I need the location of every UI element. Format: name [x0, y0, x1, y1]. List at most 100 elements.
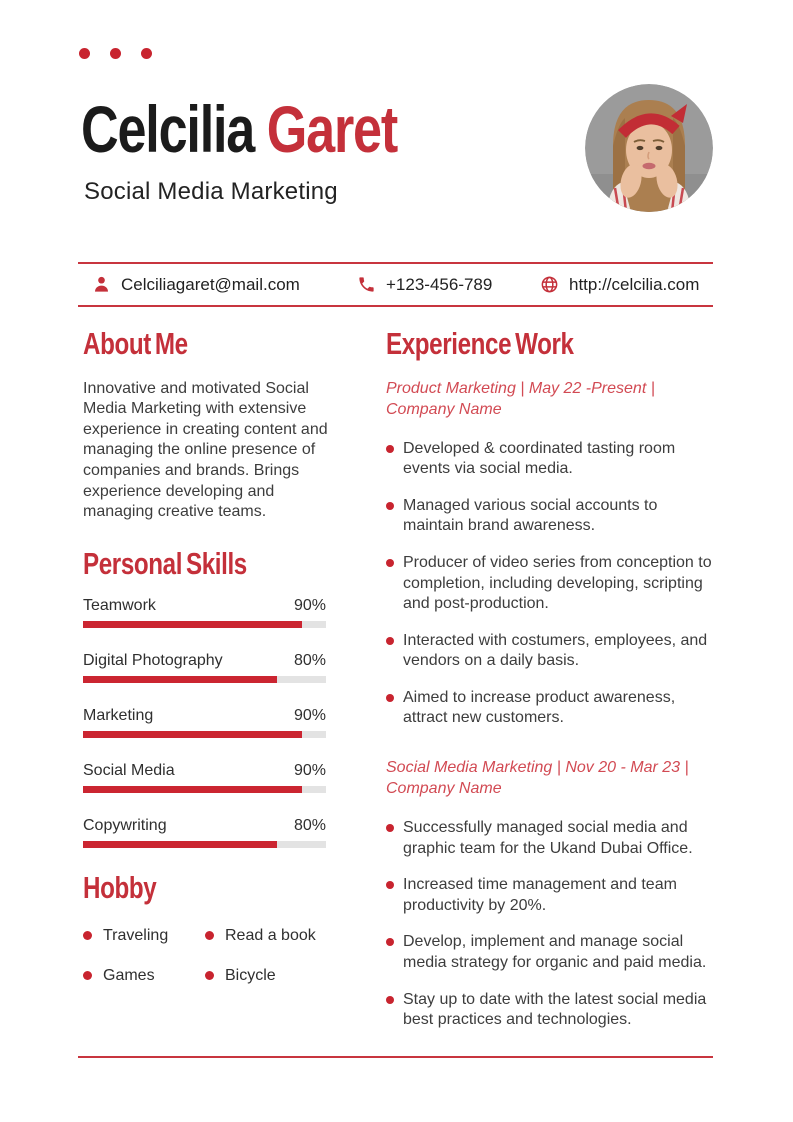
skill-bar-track	[83, 841, 326, 849]
dot-icon	[141, 48, 152, 59]
skill-percent: 90%	[293, 597, 326, 615]
contact-phone: +123-456-789	[357, 264, 492, 305]
skill-row: Marketing 90%	[83, 707, 328, 739]
bullet-dot-icon	[386, 938, 394, 947]
skill-bar-fill	[83, 621, 302, 629]
bullet-text: Managed various social accounts to maint…	[403, 496, 658, 535]
skill-bar-fill	[83, 786, 302, 794]
person-icon	[95, 276, 108, 292]
skill-label: Digital Photography	[83, 652, 223, 670]
globe-icon	[541, 276, 558, 293]
about-title: About Me	[83, 326, 188, 361]
skill-row: Digital Photography 80%	[83, 652, 328, 684]
bullet-item: Interacted with costumers, employees, an…	[386, 631, 726, 672]
bullet-text: Stay up to date with the latest social m…	[403, 990, 707, 1029]
bullet-dot-icon	[83, 971, 92, 981]
skill-bar-fill	[83, 676, 278, 684]
experience-title: Experience Work	[386, 326, 574, 361]
bullet-item: Developed & coordinated tasting room eve…	[386, 439, 726, 480]
name-last: Garet	[266, 92, 398, 166]
skill-percent: 90%	[293, 762, 326, 780]
hobby-label: Bicycle	[225, 966, 276, 984]
skill-bar-track	[83, 621, 326, 629]
skill-row: Teamwork 90%	[83, 597, 328, 629]
bullet-dot-icon	[83, 931, 92, 941]
skill-row: Social Media 90%	[83, 762, 328, 794]
bullet-text: Interacted with costumers, employees, an…	[403, 631, 708, 670]
job-section: Product Marketing | May 22 -Present | Co…	[386, 378, 726, 730]
skill-bar-track	[83, 676, 326, 684]
bullet-dot-icon	[205, 971, 214, 981]
bullet-dot-icon	[386, 881, 394, 890]
skill-label: Teamwork	[83, 597, 156, 615]
bullet-dot-icon	[205, 931, 214, 941]
job-bullet-list: Successfully managed social media and gr…	[386, 818, 726, 1031]
contact-phone-text[interactable]: +123-456-789	[386, 274, 493, 294]
job-heading: Product Marketing | May 22 -Present | Co…	[386, 379, 655, 418]
skill-percent: 80%	[293, 652, 326, 670]
hobby-item: Traveling	[83, 927, 205, 945]
bullet-text: Developed & coordinated tasting room eve…	[403, 439, 676, 478]
skill-label: Copywriting	[83, 817, 167, 835]
bullet-dot-icon	[386, 824, 394, 833]
job-subtitle: Social Media Marketing	[84, 178, 338, 205]
job-bullet-list: Developed & coordinated tasting room eve…	[386, 439, 726, 730]
content-columns: About Me Innovative and motivated Social…	[0, 306, 793, 1056]
bullet-text: Increased time management and team produ…	[403, 876, 677, 914]
bullet-item: Aimed to increase product awareness, att…	[386, 688, 726, 729]
bullet-dot-icon	[386, 995, 394, 1004]
contact-bar: Celciliagaret@mail.com +123-456-789 http…	[78, 262, 713, 307]
bullet-item: Develop, implement and manage social med…	[386, 932, 726, 973]
skill-label: Social Media	[83, 762, 175, 780]
hobby-item: Games	[83, 967, 205, 985]
page-title: Celcilia Garet	[81, 96, 398, 162]
avatar	[585, 84, 713, 212]
dot-icon	[79, 48, 90, 59]
skill-bar-track	[83, 731, 326, 739]
contact-email-text[interactable]: Celciliagaret@mail.com	[121, 274, 300, 294]
name-first: Celcilia	[81, 92, 255, 166]
bullet-text: Producer of video series from conception…	[403, 553, 712, 613]
skill-label: Marketing	[83, 707, 154, 725]
hobby-title: Hobby	[83, 870, 157, 906]
bullet-text: Successfully managed social media and gr…	[403, 819, 693, 857]
hobby-item: Bicycle	[205, 967, 328, 985]
dot-icon	[110, 48, 121, 59]
hobby-label: Traveling	[103, 926, 169, 944]
job-heading: Social Media Marketing | Nov 20 - Mar 23…	[386, 759, 689, 798]
contact-website: http://celcilia.com	[540, 264, 699, 305]
bullet-dot-icon	[386, 636, 394, 645]
skill-bar-fill	[83, 841, 278, 849]
bullet-item: Managed various social accounts to maint…	[386, 496, 726, 537]
left-column: About Me Innovative and motivated Social…	[0, 306, 356, 1056]
avatar-illustration	[585, 84, 713, 212]
bullet-item: Stay up to date with the latest social m…	[386, 990, 726, 1031]
skill-row: Copywriting 80%	[83, 817, 328, 849]
bullet-item: Producer of video series from conception…	[386, 553, 726, 615]
hobby-list: Traveling Read a book Games Bicycle	[83, 927, 328, 985]
bullet-dot-icon	[386, 444, 394, 453]
bullet-text: Develop, implement and manage social med…	[403, 933, 707, 972]
skills-list: Teamwork 90% Digital Photography 80% Marke…	[83, 597, 328, 849]
skill-percent: 80%	[293, 817, 326, 835]
bottom-divider	[78, 1056, 713, 1058]
skill-percent: 90%	[293, 707, 326, 725]
bullet-dot-icon	[386, 501, 394, 510]
bullet-dot-icon	[386, 693, 394, 702]
bullet-item: Increased time management and team produ…	[386, 875, 726, 916]
hobby-label: Read a book	[225, 926, 316, 944]
contact-email: Celciliagaret@mail.com	[92, 264, 300, 305]
bullet-item: Successfully managed social media and gr…	[386, 818, 726, 859]
job-section: Social Media Marketing | Nov 20 - Mar 23…	[386, 757, 726, 1031]
hobby-item: Read a book	[205, 927, 328, 945]
about-text: Innovative and motivated Social Media Ma…	[83, 379, 328, 521]
skill-bar-fill	[83, 731, 302, 739]
skills-title: Personal Skills	[83, 545, 247, 581]
right-column: Experience Work Product Marketing | May …	[356, 306, 793, 1056]
bullet-text: Aimed to increase product awareness, att…	[403, 688, 676, 727]
bullet-dot-icon	[386, 558, 394, 567]
hobby-label: Games	[103, 966, 155, 984]
decorative-dots	[79, 48, 152, 59]
contact-website-text[interactable]: http://celcilia.com	[569, 274, 700, 294]
